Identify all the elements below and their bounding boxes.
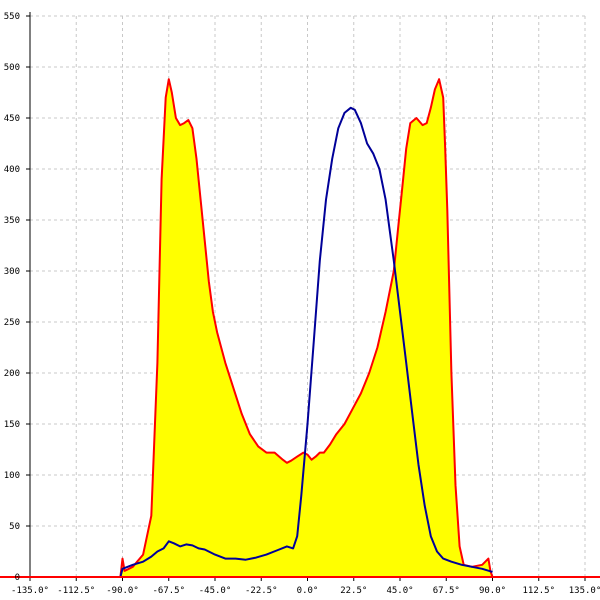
x-tick-label: 45.0° — [386, 586, 413, 596]
x-tick-label: -112.5° — [57, 586, 95, 596]
tick-label-layer: -135.0° -112.5° -90.0° -67.5° -45.0° -22.5° 0.… — [4, 12, 600, 596]
x-tick-label: -22.5° — [245, 586, 278, 596]
y-tick-label: 300 — [4, 267, 20, 277]
y-tick-label: 100 — [4, 471, 20, 481]
x-tick-label: -45.0° — [199, 586, 232, 596]
x-tick-label: -135.0° — [11, 586, 49, 596]
axis-layer — [0, 12, 600, 581]
y-tick-label: 0 — [15, 573, 20, 583]
x-tick-label: -67.5° — [152, 586, 185, 596]
series-1-line — [30, 78, 585, 578]
x-tick-label: 112.5° — [522, 586, 555, 596]
y-tick-label: 450 — [4, 114, 20, 124]
x-tick-label: 22.5° — [340, 586, 367, 596]
series-layer — [30, 78, 585, 578]
y-tick-label: 350 — [4, 216, 20, 226]
x-tick-label: 0.0° — [297, 586, 319, 596]
y-tick-label: 50 — [9, 522, 20, 532]
y-tick-label: 200 — [4, 369, 20, 379]
y-tick-label: 400 — [4, 165, 20, 175]
series-2-line — [119, 106, 493, 578]
grid-layer — [30, 15, 586, 577]
x-tick-label: 135.0° — [569, 586, 600, 596]
y-tick-label: 250 — [4, 318, 20, 328]
x-tick-label: 67.5° — [433, 586, 460, 596]
x-tick-label: -90.0° — [106, 586, 139, 596]
y-tick-label: 550 — [4, 12, 20, 22]
x-tick-label: 90.0° — [479, 586, 506, 596]
y-tick-label: 150 — [4, 420, 20, 430]
y-tick-label: 500 — [4, 63, 20, 73]
